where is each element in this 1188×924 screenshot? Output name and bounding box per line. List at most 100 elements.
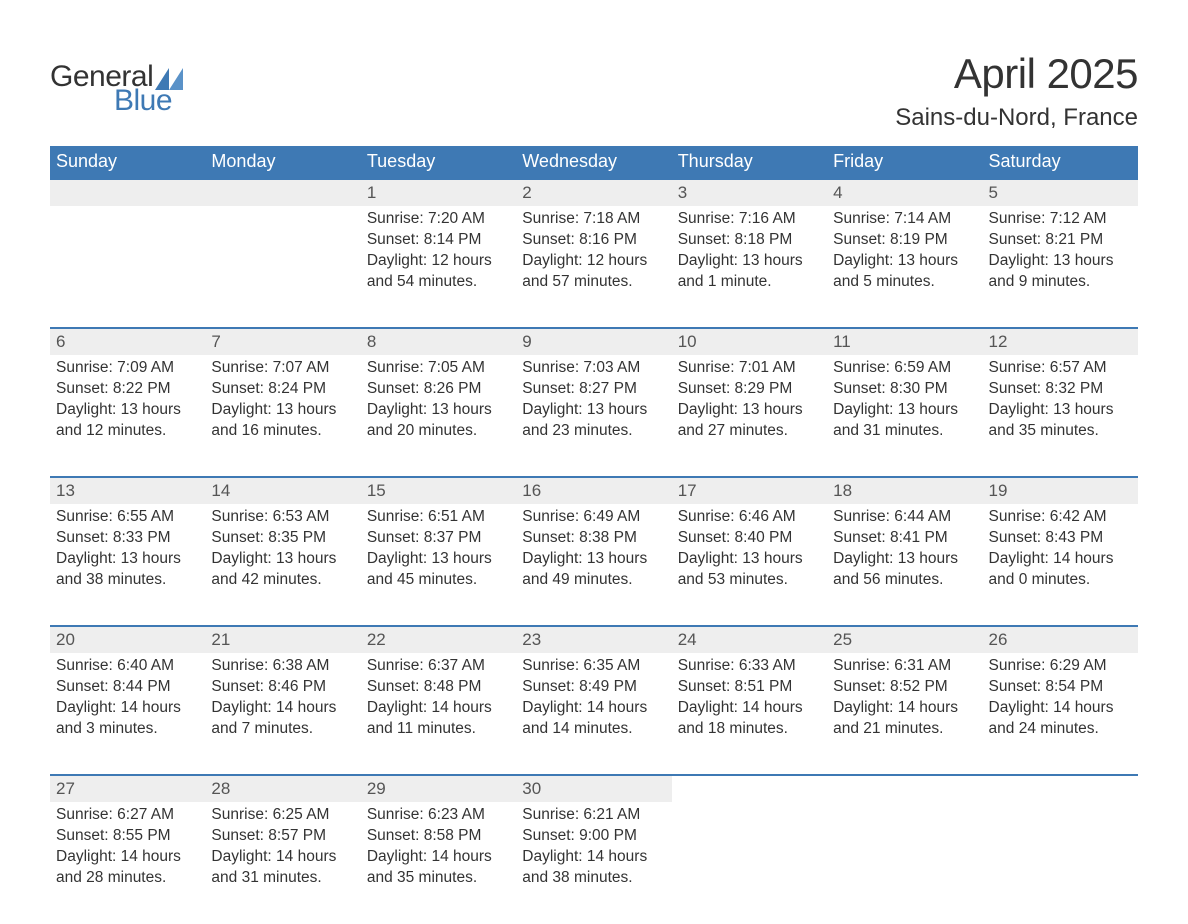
day-cell: Sunrise: 6:25 AMSunset: 8:57 PMDaylight:… — [205, 802, 360, 924]
sunrise-line: Sunrise: 6:33 AM — [678, 656, 821, 677]
day-number: 29 — [361, 776, 516, 802]
daynum-row: 20212223242526 — [50, 626, 1138, 653]
sunrise-line: Sunrise: 6:25 AM — [211, 805, 354, 826]
sunrise-line: Sunrise: 6:27 AM — [56, 805, 199, 826]
day-number: 13 — [50, 478, 205, 504]
daylight-line: Daylight: 14 hours and 24 minutes. — [989, 698, 1132, 740]
sunrise-line: Sunrise: 7:01 AM — [678, 358, 821, 379]
day-cell: Sunrise: 6:57 AMSunset: 8:32 PMDaylight:… — [983, 355, 1138, 477]
day-cell: Sunrise: 7:16 AMSunset: 8:18 PMDaylight:… — [672, 206, 827, 328]
day-cell: Sunrise: 7:14 AMSunset: 8:19 PMDaylight:… — [827, 206, 982, 328]
day-cell: Sunrise: 6:59 AMSunset: 8:30 PMDaylight:… — [827, 355, 982, 477]
daylight-line: Daylight: 13 hours and 56 minutes. — [833, 549, 976, 591]
daynum-cell: 27 — [50, 775, 205, 802]
day-content: Sunrise: 6:37 AMSunset: 8:48 PMDaylight:… — [361, 653, 516, 750]
sunrise-line: Sunrise: 6:53 AM — [211, 507, 354, 528]
daylight-line: Daylight: 14 hours and 18 minutes. — [678, 698, 821, 740]
day-number: 10 — [672, 329, 827, 355]
daylight-line: Daylight: 13 hours and 53 minutes. — [678, 549, 821, 591]
day-content: Sunrise: 6:51 AMSunset: 8:37 PMDaylight:… — [361, 504, 516, 601]
day-content: Sunrise: 6:44 AMSunset: 8:41 PMDaylight:… — [827, 504, 982, 601]
daynum-cell — [205, 179, 360, 206]
day-number: 14 — [205, 478, 360, 504]
daynum-cell — [50, 179, 205, 206]
daylight-line: Daylight: 13 hours and 9 minutes. — [989, 251, 1132, 293]
day-cell — [50, 206, 205, 328]
day-number: 9 — [516, 329, 671, 355]
daynum-cell: 13 — [50, 477, 205, 504]
daynum-cell: 22 — [361, 626, 516, 653]
day-content: Sunrise: 6:53 AMSunset: 8:35 PMDaylight:… — [205, 504, 360, 601]
sunset-line: Sunset: 8:33 PM — [56, 528, 199, 549]
sunrise-line: Sunrise: 7:20 AM — [367, 209, 510, 230]
sunrise-line: Sunrise: 6:35 AM — [522, 656, 665, 677]
day-cell — [672, 802, 827, 924]
brand-logo: General Blue — [50, 60, 183, 118]
daynum-row: 27282930 — [50, 775, 1138, 802]
day-cell: Sunrise: 7:05 AMSunset: 8:26 PMDaylight:… — [361, 355, 516, 477]
day-number: 28 — [205, 776, 360, 802]
sunset-line: Sunset: 8:46 PM — [211, 677, 354, 698]
day-number: 20 — [50, 627, 205, 653]
sunset-line: Sunset: 8:37 PM — [367, 528, 510, 549]
day-number: 5 — [983, 180, 1138, 206]
daynum-cell: 20 — [50, 626, 205, 653]
sunset-line: Sunset: 8:57 PM — [211, 826, 354, 847]
sunset-line: Sunset: 8:30 PM — [833, 379, 976, 400]
sunset-line: Sunset: 8:27 PM — [522, 379, 665, 400]
day-number: 6 — [50, 329, 205, 355]
content-row: Sunrise: 7:20 AMSunset: 8:14 PMDaylight:… — [50, 206, 1138, 328]
day-content: Sunrise: 6:38 AMSunset: 8:46 PMDaylight:… — [205, 653, 360, 750]
daylight-line: Daylight: 14 hours and 7 minutes. — [211, 698, 354, 740]
day-cell: Sunrise: 6:49 AMSunset: 8:38 PMDaylight:… — [516, 504, 671, 626]
sunset-line: Sunset: 8:49 PM — [522, 677, 665, 698]
sunset-line: Sunset: 8:52 PM — [833, 677, 976, 698]
day-content: Sunrise: 6:55 AMSunset: 8:33 PMDaylight:… — [50, 504, 205, 601]
daynum-cell: 7 — [205, 328, 360, 355]
day-cell: Sunrise: 6:46 AMSunset: 8:40 PMDaylight:… — [672, 504, 827, 626]
day-number: 4 — [827, 180, 982, 206]
day-cell — [827, 802, 982, 924]
daylight-line: Daylight: 13 hours and 38 minutes. — [56, 549, 199, 591]
sunrise-line: Sunrise: 7:18 AM — [522, 209, 665, 230]
sunrise-line: Sunrise: 6:23 AM — [367, 805, 510, 826]
daynum-row: 12345 — [50, 179, 1138, 206]
sunset-line: Sunset: 8:48 PM — [367, 677, 510, 698]
day-content: Sunrise: 7:09 AMSunset: 8:22 PMDaylight:… — [50, 355, 205, 452]
daynum-row: 13141516171819 — [50, 477, 1138, 504]
day-cell: Sunrise: 6:44 AMSunset: 8:41 PMDaylight:… — [827, 504, 982, 626]
daylight-line: Daylight: 13 hours and 5 minutes. — [833, 251, 976, 293]
sunset-line: Sunset: 8:54 PM — [989, 677, 1132, 698]
day-cell: Sunrise: 7:20 AMSunset: 8:14 PMDaylight:… — [361, 206, 516, 328]
sunset-line: Sunset: 8:22 PM — [56, 379, 199, 400]
sunset-line: Sunset: 8:19 PM — [833, 230, 976, 251]
day-number: 23 — [516, 627, 671, 653]
day-cell: Sunrise: 6:35 AMSunset: 8:49 PMDaylight:… — [516, 653, 671, 775]
day-content: Sunrise: 6:33 AMSunset: 8:51 PMDaylight:… — [672, 653, 827, 750]
sunset-line: Sunset: 8:44 PM — [56, 677, 199, 698]
day-content: Sunrise: 6:35 AMSunset: 8:49 PMDaylight:… — [516, 653, 671, 750]
sunset-line: Sunset: 8:24 PM — [211, 379, 354, 400]
day-number: 25 — [827, 627, 982, 653]
daynum-cell: 23 — [516, 626, 671, 653]
weekday-header: Monday — [205, 146, 360, 179]
daynum-cell: 6 — [50, 328, 205, 355]
day-cell: Sunrise: 6:38 AMSunset: 8:46 PMDaylight:… — [205, 653, 360, 775]
daylight-line: Daylight: 14 hours and 21 minutes. — [833, 698, 976, 740]
day-content: Sunrise: 7:20 AMSunset: 8:14 PMDaylight:… — [361, 206, 516, 303]
day-content: Sunrise: 7:03 AMSunset: 8:27 PMDaylight:… — [516, 355, 671, 452]
header: General Blue April 2025 Sains-du-Nord, F… — [50, 50, 1138, 132]
sunrise-line: Sunrise: 6:46 AM — [678, 507, 821, 528]
daylight-line: Daylight: 13 hours and 27 minutes. — [678, 400, 821, 442]
sunset-line: Sunset: 8:21 PM — [989, 230, 1132, 251]
daynum-cell: 14 — [205, 477, 360, 504]
sunrise-line: Sunrise: 6:59 AM — [833, 358, 976, 379]
day-cell: Sunrise: 6:27 AMSunset: 8:55 PMDaylight:… — [50, 802, 205, 924]
day-number: 11 — [827, 329, 982, 355]
daylight-line: Daylight: 14 hours and 35 minutes. — [367, 847, 510, 889]
day-cell: Sunrise: 7:07 AMSunset: 8:24 PMDaylight:… — [205, 355, 360, 477]
sunset-line: Sunset: 8:14 PM — [367, 230, 510, 251]
weekday-header-row: Sunday Monday Tuesday Wednesday Thursday… — [50, 146, 1138, 179]
sunrise-line: Sunrise: 6:57 AM — [989, 358, 1132, 379]
daylight-line: Daylight: 12 hours and 54 minutes. — [367, 251, 510, 293]
